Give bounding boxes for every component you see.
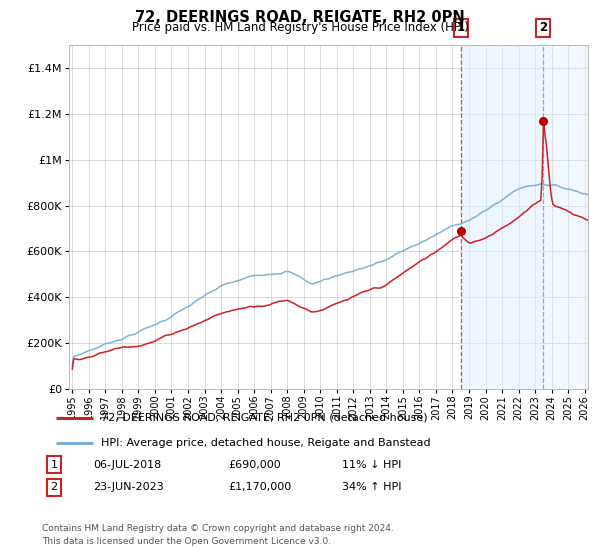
Text: 2: 2 [539, 21, 547, 35]
Text: 72, DEERINGS ROAD, REIGATE, RH2 0PN: 72, DEERINGS ROAD, REIGATE, RH2 0PN [135, 10, 465, 25]
Text: 23-JUN-2023: 23-JUN-2023 [93, 482, 164, 492]
Text: 34% ↑ HPI: 34% ↑ HPI [342, 482, 401, 492]
Bar [461, 45, 543, 389]
Text: 11% ↓ HPI: 11% ↓ HPI [342, 460, 401, 470]
Text: 1: 1 [50, 460, 58, 470]
Text: 06-JUL-2018: 06-JUL-2018 [93, 460, 161, 470]
Text: 72, DEERINGS ROAD, REIGATE, RH2 0PN (detached house): 72, DEERINGS ROAD, REIGATE, RH2 0PN (det… [101, 413, 428, 423]
Text: HPI: Average price, detached house, Reigate and Banstead: HPI: Average price, detached house, Reig… [101, 438, 431, 448]
Text: 1: 1 [457, 21, 465, 35]
Bar [543, 45, 600, 389]
Text: Price paid vs. HM Land Registry's House Price Index (HPI): Price paid vs. HM Land Registry's House … [131, 21, 469, 34]
Text: £1,170,000: £1,170,000 [228, 482, 291, 492]
Text: 2: 2 [50, 482, 58, 492]
Text: £690,000: £690,000 [228, 460, 281, 470]
Text: Contains HM Land Registry data © Crown copyright and database right 2024.
This d: Contains HM Land Registry data © Crown c… [42, 524, 394, 546]
